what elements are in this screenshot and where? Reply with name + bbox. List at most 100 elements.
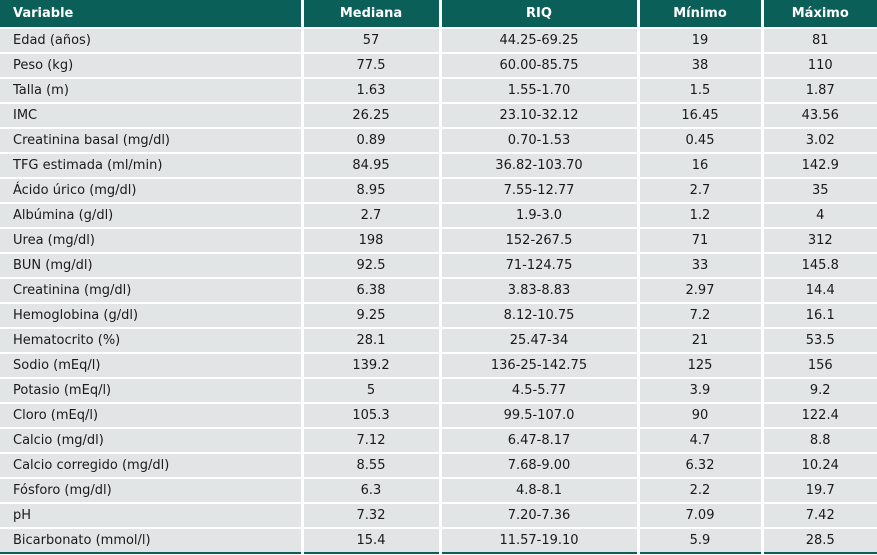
table-row: Hematocrito (%) 28.1 25.47-34 21 53.5	[0, 328, 877, 354]
variable-cell: Albúmina (g/dl)	[0, 203, 304, 229]
minimo-cell: 7.09	[638, 503, 764, 529]
variable-cell: Sodio (mEq/l)	[0, 353, 304, 379]
riq-cell: 7.20-7.36	[440, 503, 640, 529]
mediana-cell: 0.89	[302, 128, 442, 154]
variable-cell: Calcio (mg/dl)	[0, 428, 304, 454]
variable-cell: pH	[0, 503, 304, 529]
maximo-cell: 145.8	[762, 253, 877, 279]
riq-cell: 44.25-69.25	[440, 28, 640, 54]
table-row: Creatinina basal (mg/dl) 0.89 0.70-1.53 0.4…	[0, 128, 877, 154]
mediana-cell: 6.3	[302, 478, 442, 504]
minimo-cell: 2.2	[638, 478, 764, 504]
table-row: Hemoglobina (g/dl) 9.25 8.12-10.75 7.2 16.1	[0, 303, 877, 329]
riq-cell: 3.83-8.83	[440, 278, 640, 304]
mediana-cell: 57	[302, 28, 442, 54]
mediana-cell: 28.1	[302, 328, 442, 354]
mediana-cell: 8.55	[302, 453, 442, 479]
header-cell-riq: RIQ	[440, 0, 640, 29]
maximo-cell: 1.87	[762, 78, 877, 104]
minimo-cell: 90	[638, 403, 764, 429]
table-row: Cloro (mEq/l) 105.3 99.5-107.0 90 122.4	[0, 403, 877, 429]
table-row: Urea (mg/dl) 198 152-267.5 71 312	[0, 228, 877, 254]
riq-cell: 6.47-8.17	[440, 428, 640, 454]
riq-cell: 0.70-1.53	[440, 128, 640, 154]
riq-cell: 1.9-3.0	[440, 203, 640, 229]
variable-cell: Talla (m)	[0, 78, 304, 104]
minimo-cell: 38	[638, 53, 764, 79]
variable-cell: Hemoglobina (g/dl)	[0, 303, 304, 329]
table-row: Edad (años) 57 44.25-69.25 19 81	[0, 28, 877, 54]
table-row: Talla (m) 1.63 1.55-1.70 1.5 1.87	[0, 78, 877, 104]
minimo-cell: 6.32	[638, 453, 764, 479]
mediana-cell: 6.38	[302, 278, 442, 304]
maximo-cell: 19.7	[762, 478, 877, 504]
minimo-cell: 7.2	[638, 303, 764, 329]
mediana-cell: 1.63	[302, 78, 442, 104]
minimo-cell: 21	[638, 328, 764, 354]
header-cell-minimo: Mínimo	[638, 0, 764, 29]
mediana-cell: 8.95	[302, 178, 442, 204]
mediana-cell: 105.3	[302, 403, 442, 429]
variable-cell: Creatinina basal (mg/dl)	[0, 128, 304, 154]
variable-cell: Edad (años)	[0, 28, 304, 54]
header-cell-mediana: Mediana	[302, 0, 442, 29]
maximo-cell: 4	[762, 203, 877, 229]
riq-cell: 4.8-8.1	[440, 478, 640, 504]
table-row: Sodio (mEq/l) 139.2 136-25-142.75 125 156	[0, 353, 877, 379]
maximo-cell: 10.24	[762, 453, 877, 479]
header-cell-maximo: Máximo	[762, 0, 877, 29]
variable-cell: Creatinina (mg/dl)	[0, 278, 304, 304]
minimo-cell: 19	[638, 28, 764, 54]
mediana-cell: 84.95	[302, 153, 442, 179]
table-row: Ácido úrico (mg/dl) 8.95 7.55-12.77 2.7 35	[0, 178, 877, 204]
riq-cell: 36.82-103.70	[440, 153, 640, 179]
minimo-cell: 3.9	[638, 378, 764, 404]
minimo-cell: 2.97	[638, 278, 764, 304]
maximo-cell: 53.5	[762, 328, 877, 354]
mediana-cell: 26.25	[302, 103, 442, 129]
table-row: Creatinina (mg/dl) 6.38 3.83-8.83 2.97 14.4	[0, 278, 877, 304]
mediana-cell: 198	[302, 228, 442, 254]
maximo-cell: 81	[762, 28, 877, 54]
table-row: Fósforo (mg/dl) 6.3 4.8-8.1 2.2 19.7	[0, 478, 877, 504]
mediana-cell: 15.4	[302, 528, 442, 553]
variable-cell: TFG estimada (ml/min)	[0, 153, 304, 179]
minimo-cell: 5.9	[638, 528, 764, 553]
table-row: Calcio corregido (mg/dl) 8.55 7.68-9.00 6.3…	[0, 453, 877, 479]
maximo-cell: 28.5	[762, 528, 877, 553]
maximo-cell: 110	[762, 53, 877, 79]
riq-cell: 11.57-19.10	[440, 528, 640, 553]
maximo-cell: 8.8	[762, 428, 877, 454]
mediana-cell: 2.7	[302, 203, 442, 229]
table-row: Potasio (mEq/l) 5 4.5-5.77 3.9 9.2	[0, 378, 877, 404]
maximo-cell: 9.2	[762, 378, 877, 404]
riq-cell: 25.47-34	[440, 328, 640, 354]
minimo-cell: 16	[638, 153, 764, 179]
table-row: BUN (mg/dl) 92.5 71-124.75 33 145.8	[0, 253, 877, 279]
maximo-cell: 14.4	[762, 278, 877, 304]
table-row: Calcio (mg/dl) 7.12 6.47-8.17 4.7 8.8	[0, 428, 877, 454]
variable-cell: Hematocrito (%)	[0, 328, 304, 354]
table-header: Variable Mediana RIQ Mínimo Máximo	[0, 0, 877, 29]
minimo-cell: 4.7	[638, 428, 764, 454]
riq-cell: 7.55-12.77	[440, 178, 640, 204]
variable-cell: Cloro (mEq/l)	[0, 403, 304, 429]
maximo-cell: 43.56	[762, 103, 877, 129]
table-row: pH 7.32 7.20-7.36 7.09 7.42	[0, 503, 877, 529]
riq-cell: 7.68-9.00	[440, 453, 640, 479]
maximo-cell: 312	[762, 228, 877, 254]
riq-cell: 8.12-10.75	[440, 303, 640, 329]
mediana-cell: 7.12	[302, 428, 442, 454]
header-cell-variable: Variable	[0, 0, 304, 29]
riq-cell: 99.5-107.0	[440, 403, 640, 429]
minimo-cell: 33	[638, 253, 764, 279]
table-row: IMC 26.25 23.10-32.12 16.45 43.56	[0, 103, 877, 129]
mediana-cell: 7.32	[302, 503, 442, 529]
riq-cell: 4.5-5.77	[440, 378, 640, 404]
riq-cell: 23.10-32.12	[440, 103, 640, 129]
maximo-cell: 3.02	[762, 128, 877, 154]
riq-cell: 1.55-1.70	[440, 78, 640, 104]
table-row: TFG estimada (ml/min) 84.95 36.82-103.70 16…	[0, 153, 877, 179]
maximo-cell: 16.1	[762, 303, 877, 329]
